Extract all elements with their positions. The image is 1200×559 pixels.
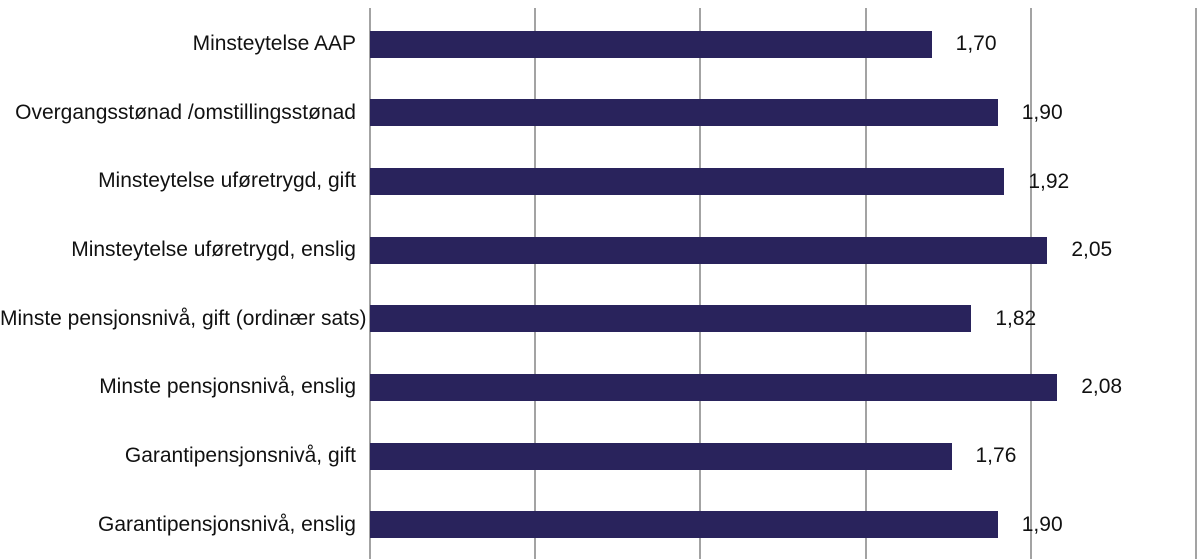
bar — [370, 373, 1058, 401]
bar — [370, 511, 998, 539]
bar — [370, 30, 932, 58]
gridline — [864, 8, 867, 559]
value-label: 1,90 — [1021, 100, 1063, 124]
bar-track: 1,90 — [370, 99, 1196, 127]
value-label: 2,05 — [1071, 238, 1113, 262]
category-label: Overgangsstønad /omstillingsstønad — [15, 100, 356, 124]
category-label: Garantipensjonsnivå, gift — [124, 443, 356, 467]
category-label: Minste pensjonsnivå, gift (ordinær sats) — [0, 306, 367, 330]
value-label: 1,76 — [975, 444, 1017, 468]
bar — [370, 305, 972, 333]
bar-track: 2,08 — [370, 373, 1196, 401]
value-label: 1,82 — [995, 306, 1037, 330]
bar — [370, 236, 1048, 264]
chart-row: Minsteytelse uføretrygd, gift 1,92 — [0, 147, 1196, 216]
gridline — [1029, 8, 1032, 559]
chart-row: Garantipensjonsnivå, gift 1,76 — [0, 422, 1196, 491]
gridline — [1195, 8, 1197, 559]
bar-track: 1,82 — [370, 305, 1196, 333]
category-label: Minsteytelse AAP — [192, 32, 356, 56]
chart-row: Garantipensjonsnivå, enslig 1,90 — [0, 490, 1196, 559]
value-label: 1,90 — [1021, 512, 1063, 536]
bar-track: 1,90 — [370, 511, 1196, 539]
bar-track: 1,70 — [370, 30, 1196, 58]
chart-row: Minsteytelse AAP 1,70 — [0, 10, 1196, 79]
bar — [370, 442, 952, 470]
gridline — [534, 8, 537, 559]
chart-row: Minste pensjonsnivå, gift (ordinær sats)… — [0, 285, 1196, 354]
bar — [370, 168, 1005, 196]
category-label: Minsteytelse uføretrygd, gift — [98, 169, 356, 193]
bar — [370, 99, 998, 127]
gridline — [369, 8, 371, 559]
category-label: Garantipensjonsnivå, enslig — [98, 512, 356, 536]
bar-track: 2,05 — [370, 236, 1196, 264]
chart-row: Minste pensjonsnivå, enslig 2,08 — [0, 353, 1196, 422]
category-label: Minsteytelse uføretrygd, enslig — [71, 238, 356, 262]
chart-row: Minsteytelse uføretrygd, enslig 2,05 — [0, 216, 1196, 285]
chart-row: Overgangsstønad /omstillingsstønad 1,90 — [0, 79, 1196, 148]
category-label: Minste pensjonsnivå, enslig — [99, 375, 356, 399]
bar-track: 1,92 — [370, 168, 1196, 196]
value-label: 1,92 — [1028, 169, 1070, 193]
value-label: 2,08 — [1081, 375, 1123, 399]
gridlines — [369, 8, 1197, 559]
bar-track: 1,76 — [370, 442, 1196, 470]
value-label: 1,70 — [955, 32, 997, 56]
gridline — [699, 8, 702, 559]
